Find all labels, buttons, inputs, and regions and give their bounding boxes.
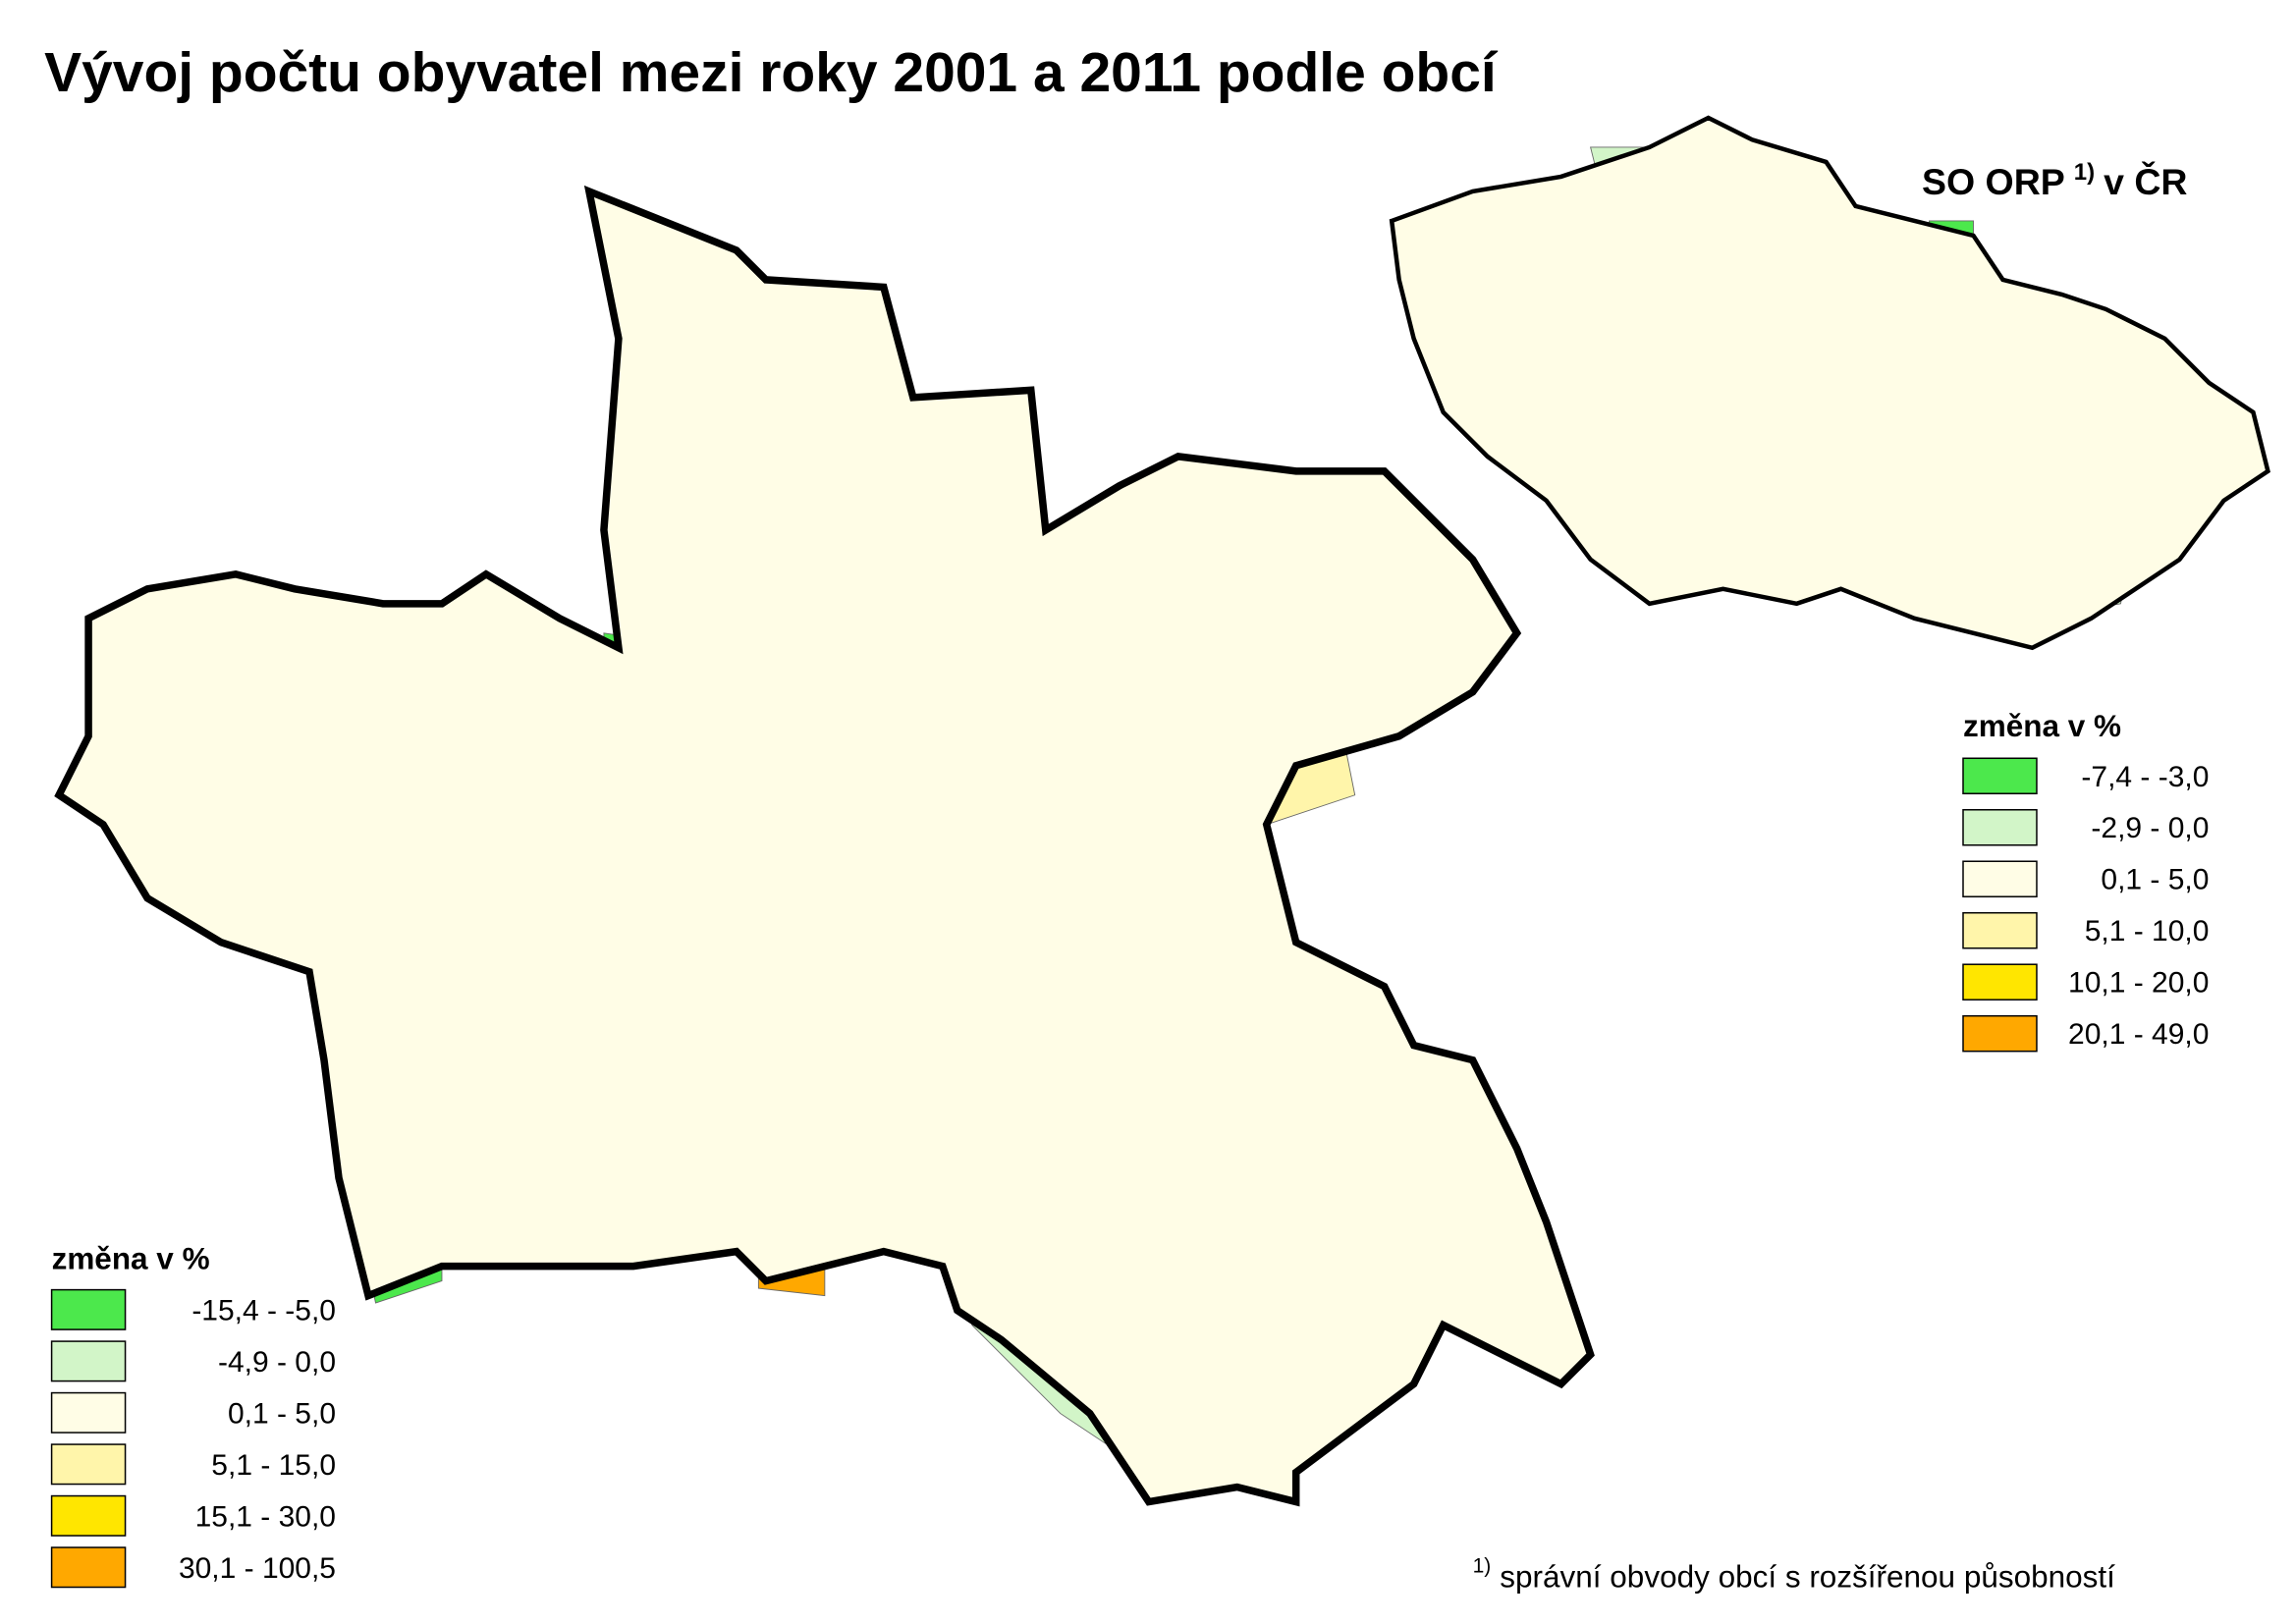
legend-label: 30,1 - 100,5 bbox=[179, 1552, 336, 1585]
legend-swatch bbox=[1962, 860, 2038, 897]
legend-swatch bbox=[1962, 1014, 2038, 1053]
legend-swatch bbox=[50, 1443, 127, 1486]
footnote-marker: 1) bbox=[1473, 1555, 1492, 1578]
footnote: 1) správní obvody obcí s rozšířenou působ… bbox=[1473, 1555, 2115, 1595]
inset-title-suffix: v ČR bbox=[2104, 161, 2187, 202]
legend-inset: změna v % -7,4 - -3,0 -2,9 - 0,0 0,1 - 5,0… bbox=[1962, 708, 2210, 1053]
legend-label: -4,9 - 0,0 bbox=[218, 1346, 336, 1379]
footnote-text: správní obvody obcí s rozšířenou působno… bbox=[1500, 1559, 2115, 1595]
legend-title: změna v % bbox=[1963, 708, 2121, 743]
legend-swatch bbox=[1962, 911, 2038, 949]
legend-swatch bbox=[50, 1546, 127, 1589]
legend-main: změna v % -15,4 - -5,0 -4,9 - 0,0 0,1 - 5,… bbox=[50, 1241, 336, 1589]
legend-title: změna v % bbox=[52, 1241, 210, 1276]
region-map bbox=[59, 191, 1591, 1502]
legend-label: -2,9 - 0,0 bbox=[2091, 812, 2209, 844]
legend-swatch bbox=[50, 1340, 127, 1382]
legend-swatch bbox=[50, 1391, 127, 1434]
inset-map bbox=[1392, 118, 2268, 648]
legend-swatch bbox=[50, 1494, 127, 1537]
legend-swatch bbox=[50, 1288, 127, 1330]
inset-title: SO ORP 1) v ČR bbox=[1922, 159, 2187, 202]
legend-label: 20,1 - 49,0 bbox=[2068, 1018, 2209, 1051]
inset-title-superscript: 1) bbox=[2074, 159, 2095, 186]
legend-label: 0,1 - 5,0 bbox=[2101, 864, 2209, 896]
legend-label: 5,1 - 10,0 bbox=[2085, 915, 2210, 947]
legend-label: 0,1 - 5,0 bbox=[228, 1397, 336, 1430]
title: Vývoj počtu obyvatel mezi roky 2001 a 20… bbox=[44, 41, 1499, 104]
legend-label: -7,4 - -3,0 bbox=[2081, 761, 2209, 793]
legend-label: -15,4 - -5,0 bbox=[191, 1294, 336, 1326]
legend-label: 10,1 - 20,0 bbox=[2068, 967, 2209, 1000]
legend-swatch bbox=[1962, 757, 2038, 795]
legend-swatch bbox=[1962, 963, 2038, 1001]
legend-swatch bbox=[1962, 809, 2038, 846]
inset-title-text: SO ORP bbox=[1922, 161, 2065, 202]
legend-label: 5,1 - 15,0 bbox=[211, 1449, 336, 1482]
legend-label: 15,1 - 30,0 bbox=[195, 1500, 336, 1533]
